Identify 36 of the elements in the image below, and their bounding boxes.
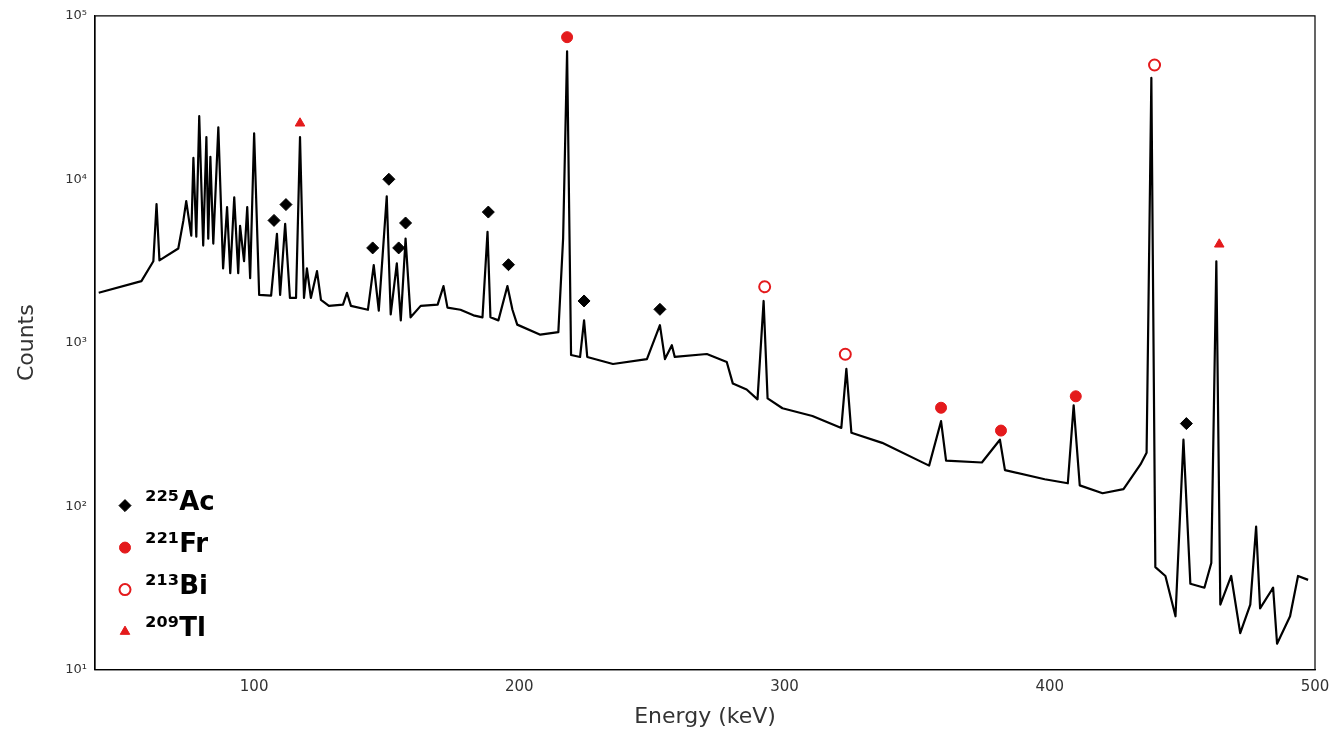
y-tick-label: 10⁵ <box>65 7 87 23</box>
legend-label: ²⁰⁹Tl <box>145 612 206 643</box>
x-axis-title: Energy (keV) <box>634 702 776 728</box>
point <box>267 213 281 227</box>
point <box>561 31 574 44</box>
point <box>366 241 380 255</box>
y-tick-label: 10¹ <box>65 660 87 676</box>
y-tick-label: 10⁴ <box>65 170 87 186</box>
point <box>399 216 413 230</box>
x-tick-label: 300 <box>770 677 799 696</box>
point <box>994 424 1007 437</box>
point <box>1179 417 1193 431</box>
x-tick-label: 500 <box>1300 677 1330 696</box>
y-axis-title: Counts <box>12 304 38 382</box>
point <box>294 117 306 127</box>
point <box>392 241 406 255</box>
point <box>577 294 591 308</box>
y-tick-label: 10² <box>65 497 87 513</box>
point <box>501 258 515 272</box>
point <box>653 302 667 316</box>
point <box>481 205 495 219</box>
point <box>838 347 852 361</box>
legend-label: ²²⁵Ac <box>145 486 215 517</box>
point <box>1148 58 1162 72</box>
legend-label: ²²¹Fr <box>145 528 209 559</box>
point <box>1069 390 1082 403</box>
x-tick-label: 100 <box>239 677 269 696</box>
point <box>935 401 948 414</box>
point <box>1213 238 1225 248</box>
y-tick-label: 10³ <box>65 334 87 350</box>
x-tick-label: 400 <box>1035 677 1065 696</box>
point <box>758 280 772 294</box>
point <box>382 172 396 186</box>
legend-label: ²¹³Bi <box>145 570 208 601</box>
point <box>279 198 293 212</box>
x-tick-label: 200 <box>505 677 534 696</box>
